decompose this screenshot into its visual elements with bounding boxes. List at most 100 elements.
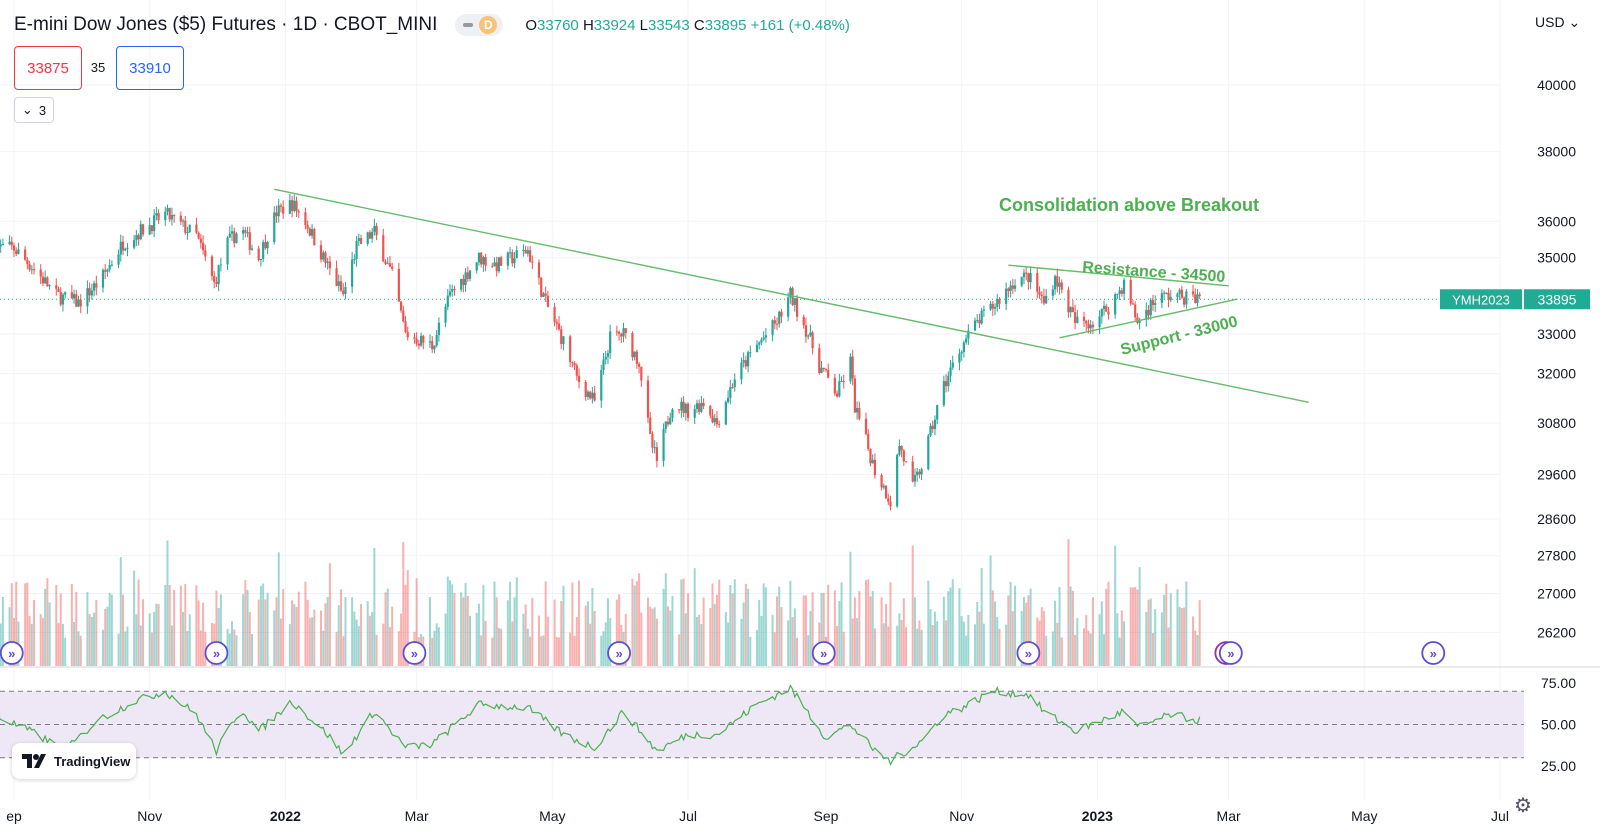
indicators-toggle[interactable]: ⌄ 3 (14, 97, 54, 123)
volume-bars (0, 539, 1201, 666)
ohlc-values: O33760 H33924 L33543 C33895 +161 (+0.48%… (525, 17, 850, 34)
buy-button[interactable]: 33910 (116, 46, 184, 90)
last-price-label: 33895 (1538, 291, 1577, 307)
candle-body (133, 240, 136, 248)
candle-body (624, 328, 627, 334)
volume-bar (328, 563, 331, 666)
candle-body (290, 200, 294, 211)
volume-bar (711, 583, 714, 666)
volume-bar (182, 611, 185, 666)
grid-lines (0, 0, 1600, 800)
volume-bar (179, 585, 182, 666)
candle-body (230, 231, 234, 234)
candle-body (1145, 309, 1148, 320)
volume-bar (631, 578, 634, 666)
candle-body (335, 268, 338, 286)
candle-body (1060, 282, 1063, 290)
candle-body (544, 293, 547, 296)
volume-bar (402, 542, 405, 666)
candle-body (1029, 273, 1032, 283)
volume-bar (1105, 588, 1108, 666)
candle-body (359, 238, 363, 244)
candle-body (88, 288, 91, 296)
sell-button[interactable]: 33875 (14, 46, 82, 90)
candle-body (482, 257, 485, 265)
candle-body (435, 335, 438, 346)
volume-bar (308, 617, 311, 666)
gear-icon[interactable]: ⚙ (1514, 795, 1532, 817)
volume-bar (602, 631, 605, 666)
candle-body (419, 335, 423, 346)
volume-bar (693, 568, 696, 666)
volume-bar (687, 593, 690, 666)
low-value: 33543 (648, 16, 690, 34)
volume-bar (807, 635, 810, 666)
candle-body (366, 232, 369, 244)
svg-text:»: » (8, 646, 15, 661)
candle-body (838, 381, 841, 397)
candle-body (724, 402, 727, 425)
dividend-marker-icon[interactable]: » (607, 641, 631, 665)
volume-bar (475, 612, 478, 666)
candle-body (197, 232, 200, 239)
candle-body (186, 232, 189, 234)
volume-bar (887, 626, 890, 666)
volume-bar (927, 580, 930, 666)
volume-bar (353, 611, 356, 666)
dividend-marker-icon[interactable]: » (204, 641, 229, 665)
candle-body (104, 269, 107, 272)
volume-bar (282, 589, 285, 666)
volume-bar (994, 601, 997, 666)
candle-body (920, 469, 923, 475)
candle-body (1194, 294, 1197, 303)
candle-body (1129, 279, 1132, 304)
dividend-marker-icon[interactable]: » (1218, 641, 1243, 665)
volume-bar (495, 597, 498, 666)
dividend-marker-icon[interactable]: » (402, 641, 427, 665)
trendlines[interactable] (274, 188, 1309, 403)
tradingview-logo[interactable]: TradingView (12, 743, 136, 779)
candle-body (802, 316, 805, 326)
volume-bar (522, 613, 525, 666)
candle-body (933, 419, 937, 430)
price-axis[interactable]: 40000 38000 36000 35000 33000 32000 30800 29600… (1537, 77, 1576, 774)
candle-body (41, 276, 45, 284)
volume-bar (86, 592, 89, 666)
volume-bar (246, 589, 249, 666)
indicator-count: 3 (38, 102, 47, 118)
volume-bar (90, 616, 93, 666)
volume-bar (1107, 581, 1110, 666)
candle-body (927, 435, 930, 470)
currency-selector[interactable]: USD ⌄ (1535, 14, 1580, 31)
volume-bar (762, 583, 765, 666)
volume-bar (326, 596, 329, 666)
candle-body (726, 397, 730, 403)
dividend-marker-icon[interactable]: » (1421, 641, 1446, 665)
volume-bar (397, 631, 400, 666)
time-axis[interactable]: ep Nov 2022 Mar May Jul Sep Nov 2023 Mar May Jul (6, 808, 1509, 824)
dividend-marker-icon[interactable]: » (0, 641, 24, 665)
candle-body (1076, 316, 1079, 323)
dividend-marker-icon[interactable]: » (811, 641, 836, 665)
volume-bar (747, 588, 750, 666)
volume-bar (188, 614, 191, 666)
volume-bar (918, 620, 921, 666)
candle-body (513, 258, 516, 264)
volume-bar (1022, 596, 1025, 666)
event-markers[interactable]: »»»»»»⚡»» (0, 641, 1446, 665)
candle-body (1009, 285, 1012, 291)
market-status-pill[interactable]: D (455, 14, 504, 36)
volume-bar (1129, 587, 1132, 666)
candle-body (61, 294, 65, 305)
candle-body (1118, 290, 1121, 294)
candle-body (217, 265, 220, 284)
volume-bar (142, 599, 145, 666)
symbol-title[interactable]: E-mini Dow Jones ($5) Futures · 1D · CBO… (14, 14, 438, 35)
dividend-marker-icon[interactable]: » (1016, 641, 1041, 665)
candle-body (824, 369, 828, 371)
candle-body (101, 269, 105, 288)
volume-bar (776, 596, 779, 666)
volume-bar (709, 608, 712, 666)
candle-body (662, 428, 665, 461)
